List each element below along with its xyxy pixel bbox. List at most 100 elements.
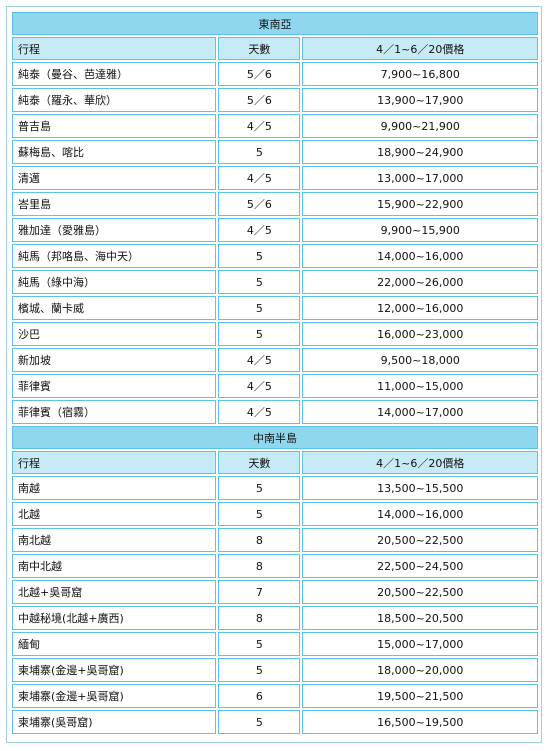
column-header-route: 行程 bbox=[12, 37, 217, 60]
table-row: 菲律賓 4／5 11,000~15,000 bbox=[12, 374, 538, 398]
route-cell: 柬埔寨(金邊+吳哥窟) bbox=[12, 684, 217, 708]
days-cell: 8 bbox=[218, 554, 301, 578]
table-row: 菲律賓（宿霧） 4／5 14,000~17,000 bbox=[12, 400, 538, 424]
price-cell: 22,500~24,500 bbox=[302, 554, 538, 578]
route-cell: 菲律賓 bbox=[12, 374, 217, 398]
table-row: 南中北越 8 22,500~24,500 bbox=[12, 554, 538, 578]
days-cell: 5 bbox=[218, 140, 301, 164]
table-row: 柬埔寨(吳哥窟) 5 16,500~19,500 bbox=[12, 710, 538, 734]
price-cell: 14,000~16,000 bbox=[302, 502, 538, 526]
route-cell: 純泰（曼谷、芭達雅） bbox=[12, 62, 217, 86]
days-cell: 5 bbox=[218, 476, 301, 500]
days-cell: 7 bbox=[218, 580, 301, 604]
table-row: 純馬（綠中海） 5 22,000~26,000 bbox=[12, 270, 538, 294]
price-cell: 11,000~15,000 bbox=[302, 374, 538, 398]
table-row: 中越秘境(北越+廣西) 8 18,500~20,500 bbox=[12, 606, 538, 630]
route-cell: 菲律賓（宿霧） bbox=[12, 400, 217, 424]
days-cell: 5／6 bbox=[218, 88, 301, 112]
price-cell: 18,900~24,900 bbox=[302, 140, 538, 164]
days-cell: 5 bbox=[218, 502, 301, 526]
section-row: 東南亞 bbox=[12, 12, 538, 35]
route-cell: 峇里島 bbox=[12, 192, 217, 216]
days-cell: 5／6 bbox=[218, 62, 301, 86]
route-cell: 純泰（羅永、華欣） bbox=[12, 88, 217, 112]
price-cell: 18,500~20,500 bbox=[302, 606, 538, 630]
days-cell: 4／5 bbox=[218, 114, 301, 138]
days-cell: 5 bbox=[218, 244, 301, 268]
route-cell: 北越 bbox=[12, 502, 217, 526]
price-cell: 12,000~16,000 bbox=[302, 296, 538, 320]
days-cell: 4／5 bbox=[218, 166, 301, 190]
route-cell: 柬埔寨(吳哥窟) bbox=[12, 710, 217, 734]
table-row: 柬埔寨(金邊+吳哥窟) 5 18,000~20,000 bbox=[12, 658, 538, 682]
days-cell: 4／5 bbox=[218, 218, 301, 242]
table-row: 柬埔寨(金邊+吳哥窟) 6 19,500~21,500 bbox=[12, 684, 538, 708]
price-cell: 15,000~17,000 bbox=[302, 632, 538, 656]
table-row: 檳城、蘭卡威 5 12,000~16,000 bbox=[12, 296, 538, 320]
days-cell: 4／5 bbox=[218, 374, 301, 398]
table-row: 純泰（羅永、華欣） 5／6 13,900~17,900 bbox=[12, 88, 538, 112]
table-row: 雅加達（愛雅島） 4／5 9,900~15,900 bbox=[12, 218, 538, 242]
days-cell: 6 bbox=[218, 684, 301, 708]
column-header-price: 4／1~6／20價格 bbox=[302, 37, 538, 60]
price-cell: 9,900~21,900 bbox=[302, 114, 538, 138]
route-cell: 緬甸 bbox=[12, 632, 217, 656]
price-cell: 19,500~21,500 bbox=[302, 684, 538, 708]
table-row: 峇里島 5／6 15,900~22,900 bbox=[12, 192, 538, 216]
table-row: 普吉島 4／5 9,900~21,900 bbox=[12, 114, 538, 138]
route-cell: 清邁 bbox=[12, 166, 217, 190]
route-cell: 檳城、蘭卡威 bbox=[12, 296, 217, 320]
price-cell: 14,000~17,000 bbox=[302, 400, 538, 424]
route-cell: 普吉島 bbox=[12, 114, 217, 138]
route-cell: 南北越 bbox=[12, 528, 217, 552]
table-row: 蘇梅島、喀比 5 18,900~24,900 bbox=[12, 140, 538, 164]
route-cell: 沙巴 bbox=[12, 322, 217, 346]
route-cell: 南越 bbox=[12, 476, 217, 500]
route-cell: 純馬（邦咯島、海中天） bbox=[12, 244, 217, 268]
price-cell: 20,500~22,500 bbox=[302, 528, 538, 552]
days-cell: 4／5 bbox=[218, 348, 301, 372]
route-cell: 新加坡 bbox=[12, 348, 217, 372]
table-row: 緬甸 5 15,000~17,000 bbox=[12, 632, 538, 656]
section-title: 中南半島 bbox=[12, 426, 538, 449]
price-cell: 14,000~16,000 bbox=[302, 244, 538, 268]
price-cell: 9,500~18,000 bbox=[302, 348, 538, 372]
days-cell: 5 bbox=[218, 632, 301, 656]
days-cell: 5／6 bbox=[218, 192, 301, 216]
table-row: 純泰（曼谷、芭達雅） 5／6 7,900~16,800 bbox=[12, 62, 538, 86]
route-cell: 柬埔寨(金邊+吳哥窟) bbox=[12, 658, 217, 682]
days-cell: 5 bbox=[218, 270, 301, 294]
route-cell: 蘇梅島、喀比 bbox=[12, 140, 217, 164]
price-table: 東南亞 行程 天數 4／1~6／20價格 純泰（曼谷、芭達雅） 5／6 7,900~16,8… bbox=[10, 10, 540, 736]
table-row: 新加坡 4／5 9,500~18,000 bbox=[12, 348, 538, 372]
price-cell: 16,000~23,000 bbox=[302, 322, 538, 346]
days-cell: 5 bbox=[218, 658, 301, 682]
price-cell: 18,000~20,000 bbox=[302, 658, 538, 682]
days-cell: 4／5 bbox=[218, 400, 301, 424]
price-cell: 20,500~22,500 bbox=[302, 580, 538, 604]
column-header-route: 行程 bbox=[12, 451, 217, 474]
route-cell: 北越+吳哥窟 bbox=[12, 580, 217, 604]
price-cell: 13,500~15,500 bbox=[302, 476, 538, 500]
column-header-days: 天數 bbox=[218, 451, 301, 474]
table-row: 清邁 4／5 13,000~17,000 bbox=[12, 166, 538, 190]
price-table-frame bbox=[6, 6, 542, 743]
route-cell: 純馬（綠中海） bbox=[12, 270, 217, 294]
section-row: 中南半島 bbox=[12, 426, 538, 449]
days-cell: 5 bbox=[218, 710, 301, 734]
table-row: 沙巴 5 16,000~23,000 bbox=[12, 322, 538, 346]
price-cell: 13,900~17,900 bbox=[302, 88, 538, 112]
days-cell: 5 bbox=[218, 296, 301, 320]
price-cell: 22,000~26,000 bbox=[302, 270, 538, 294]
table-row: 南北越 8 20,500~22,500 bbox=[12, 528, 538, 552]
column-header-days: 天數 bbox=[218, 37, 301, 60]
route-cell: 南中北越 bbox=[12, 554, 217, 578]
price-cell: 13,000~17,000 bbox=[302, 166, 538, 190]
days-cell: 8 bbox=[218, 606, 301, 630]
price-table-body: 東南亞 行程 天數 4／1~6／20價格 純泰（曼谷、芭達雅） 5／6 7,900~16,8… bbox=[12, 12, 538, 734]
route-cell: 雅加達（愛雅島） bbox=[12, 218, 217, 242]
days-cell: 8 bbox=[218, 528, 301, 552]
price-cell: 15,900~22,900 bbox=[302, 192, 538, 216]
table-row: 南越 5 13,500~15,500 bbox=[12, 476, 538, 500]
column-header-price: 4／1~6／20價格 bbox=[302, 451, 538, 474]
